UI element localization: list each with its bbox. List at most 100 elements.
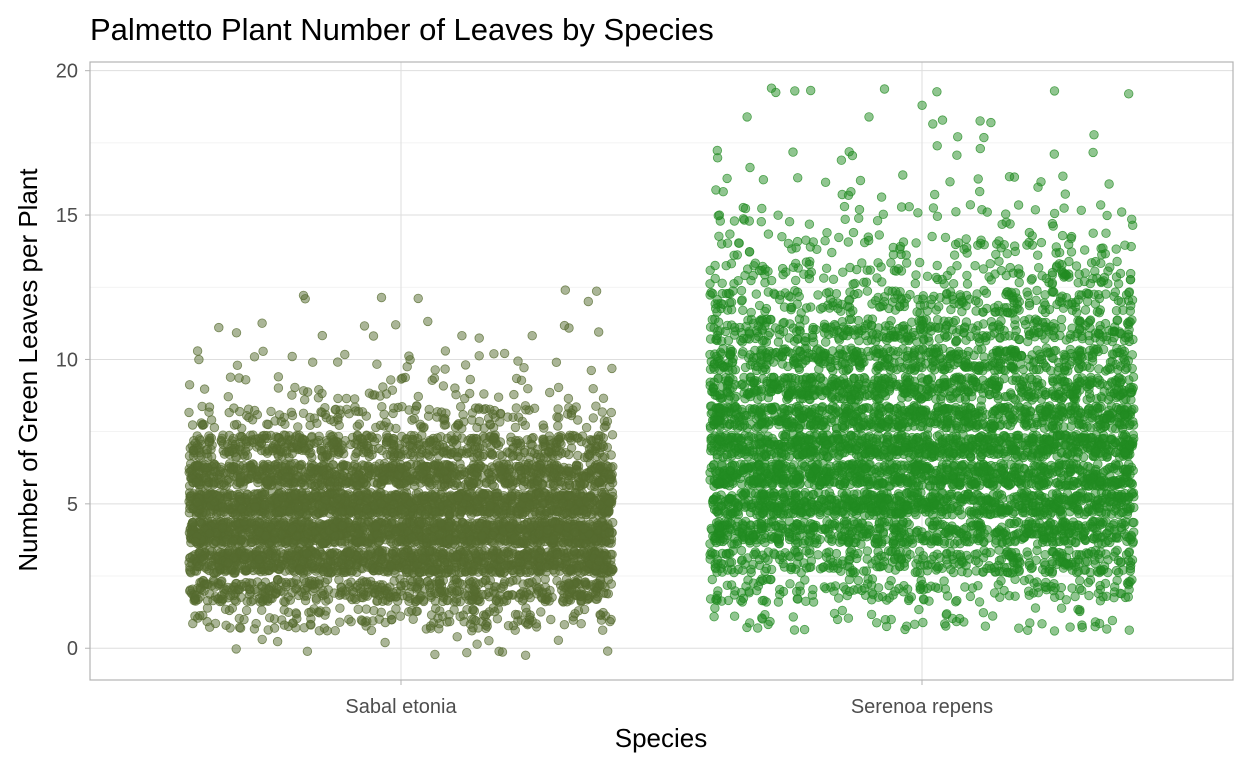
data-point (218, 594, 228, 604)
data-point (553, 549, 563, 560)
data-point (503, 549, 514, 560)
data-point (513, 616, 523, 626)
data-point (263, 560, 274, 571)
data-point (593, 592, 603, 602)
data-point (542, 525, 553, 535)
data-point (283, 621, 294, 632)
data-point (317, 538, 328, 548)
data-point (278, 519, 289, 529)
data-point (525, 490, 536, 501)
data-point (273, 575, 283, 585)
data-point (408, 614, 418, 625)
data-point (285, 565, 295, 575)
data-point (391, 592, 401, 602)
data-point (602, 555, 612, 565)
data-point (288, 578, 299, 588)
data-point (435, 587, 445, 598)
data-point (455, 611, 465, 622)
data-point (337, 507, 347, 517)
data-point (402, 591, 413, 602)
data-point (470, 548, 480, 558)
data-point (468, 594, 478, 605)
data-point (397, 504, 407, 515)
data-point (273, 510, 283, 520)
data-point (606, 579, 617, 589)
data-point (597, 580, 608, 590)
data-point (353, 528, 363, 539)
data-point (376, 607, 386, 618)
data-point (571, 538, 581, 549)
data-point (261, 531, 271, 541)
data-point (407, 605, 417, 616)
data-point (302, 646, 313, 657)
data-point (426, 623, 436, 633)
data-point (546, 614, 556, 625)
data-point (395, 535, 405, 545)
data-point (554, 523, 564, 534)
data-point (217, 502, 228, 512)
data-point (252, 586, 262, 597)
data-point (450, 535, 461, 546)
data-point (429, 555, 440, 565)
data-point (353, 604, 363, 615)
data-point (540, 574, 550, 585)
data-point (450, 551, 461, 562)
data-point (223, 582, 233, 593)
data-point (542, 562, 552, 573)
data-point (472, 639, 482, 649)
data-point (485, 501, 495, 511)
data-point (346, 617, 356, 627)
data-point (287, 587, 298, 598)
data-point (279, 605, 289, 615)
data-point (521, 618, 531, 628)
data-point (356, 536, 367, 547)
data-point (594, 556, 604, 566)
data-point (318, 566, 328, 577)
data-point (190, 593, 200, 603)
data-point (400, 492, 410, 502)
data-point (561, 508, 571, 519)
data-point (534, 529, 544, 539)
data-point (290, 490, 300, 500)
data-point (562, 556, 572, 566)
data-point (335, 603, 345, 613)
data-point (301, 549, 312, 559)
data-point (287, 547, 297, 558)
data-point (346, 577, 356, 587)
data-point (237, 529, 248, 539)
data-point (558, 498, 568, 509)
data-point (530, 549, 540, 560)
data-point (230, 567, 240, 577)
data-point (479, 489, 489, 499)
data-point (417, 553, 428, 564)
data-point (581, 496, 592, 507)
data-point (356, 615, 367, 625)
data-point (402, 564, 412, 575)
data-point (576, 619, 586, 629)
data-point (231, 644, 241, 654)
data-point (395, 611, 406, 621)
data-point (338, 567, 349, 578)
data-point (386, 610, 396, 620)
data-point (228, 536, 238, 546)
data-point (442, 595, 452, 606)
data-point (474, 521, 484, 531)
data-point (337, 520, 348, 531)
data-point (414, 576, 424, 587)
data-point (595, 500, 605, 510)
data-point (536, 492, 546, 503)
data-point (420, 509, 430, 520)
data-point (204, 622, 215, 632)
data-point (391, 526, 401, 537)
data-point (461, 524, 471, 534)
data-point (262, 593, 273, 604)
data-point (421, 532, 432, 543)
data-point (413, 595, 423, 605)
data-point (439, 492, 449, 503)
data-point (257, 634, 267, 645)
data-point (376, 555, 386, 565)
data-point (469, 586, 479, 596)
data-point (206, 560, 217, 571)
data-point (361, 604, 372, 614)
